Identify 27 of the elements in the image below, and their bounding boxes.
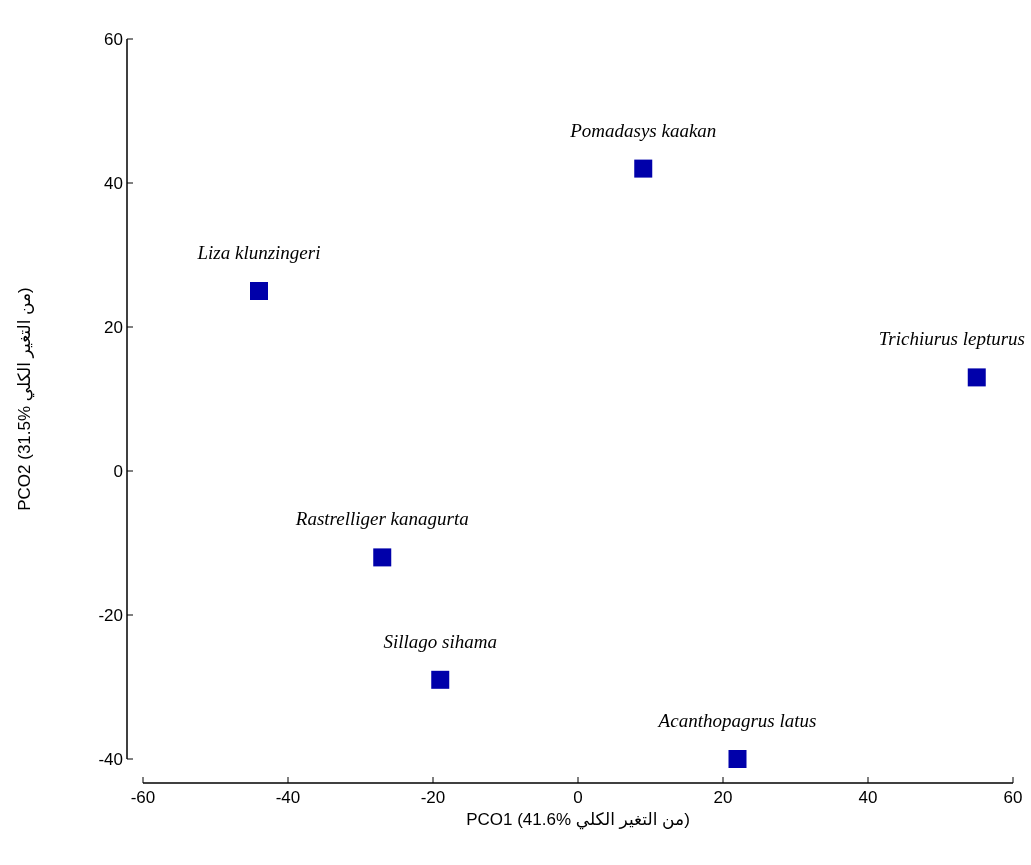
point <box>250 282 268 300</box>
x-tick-label: 0 <box>573 788 583 807</box>
annotation: Rastrelliger kanagurta <box>294 508 469 530</box>
y-tick-label: 20 <box>104 318 123 337</box>
y-tick-label: 60 <box>104 30 123 49</box>
x-tick-label: 40 <box>858 788 878 807</box>
point <box>634 159 653 178</box>
y-tick-label: 0 <box>113 462 123 481</box>
y-axis-title: PCO2 (31.5% من التغير الكلي) <box>15 287 35 511</box>
annotation: Trichiurus lepturus <box>878 328 1025 350</box>
annotation: Sillago sihama <box>383 630 497 652</box>
y-tick-label: -40 <box>98 750 123 769</box>
y-tick-label: -20 <box>98 606 123 625</box>
x-tick-label: -20 <box>420 788 446 807</box>
annotation: Acanthopagrus latus <box>656 710 817 731</box>
y-tick-label: 40 <box>104 174 123 193</box>
x-tick-label: 20 <box>713 788 733 807</box>
point <box>373 548 392 567</box>
point <box>967 368 986 387</box>
x-tick-label: -60 <box>130 788 156 807</box>
annotation: Pomadasys kaakan <box>569 119 717 141</box>
point <box>728 750 747 768</box>
x-tick-label: -40 <box>275 788 301 807</box>
point <box>431 670 450 689</box>
x-axis-title: PCO1 (41.6% من التغير الكلي) <box>466 810 690 830</box>
x-tick-label: 60 <box>1003 788 1023 807</box>
annotation: Liza klunzingeri <box>196 242 321 263</box>
